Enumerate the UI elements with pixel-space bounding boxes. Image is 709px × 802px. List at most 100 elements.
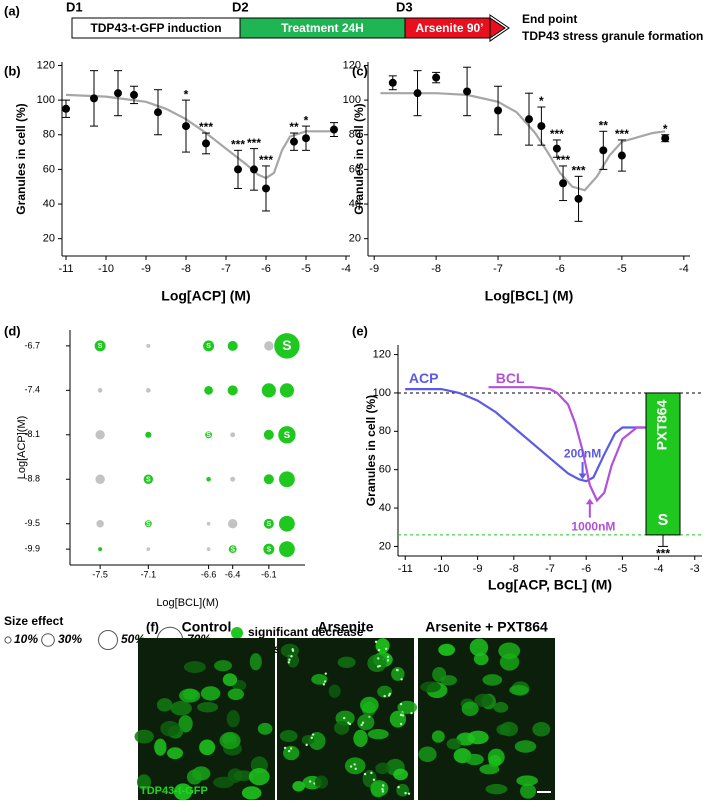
- nucleus: [167, 747, 184, 760]
- y-tick-label: -8.8: [24, 474, 40, 484]
- y-tick-label: 100: [343, 94, 361, 106]
- bubble: [96, 519, 104, 528]
- size-legend-marker: [98, 630, 118, 650]
- x-tick-label: -4: [341, 263, 351, 275]
- nucleus: [375, 762, 390, 775]
- x-tick-label: -8: [181, 263, 191, 275]
- data-point: [234, 165, 242, 174]
- x-tick-label: -5: [617, 263, 627, 275]
- size-legend-marker: [41, 633, 55, 647]
- bubble: [230, 476, 236, 482]
- y-tick-label: 40: [349, 198, 361, 210]
- granule: [386, 655, 390, 659]
- nucleus: [248, 768, 270, 786]
- timeline-arrow: [489, 14, 510, 42]
- granule: [404, 791, 407, 795]
- y-tick-label: 20: [349, 233, 361, 245]
- annotation: 1000nM: [571, 519, 615, 533]
- data-point: [463, 87, 472, 96]
- data-point: [617, 151, 626, 160]
- curve: [488, 386, 648, 503]
- granule: [287, 749, 291, 753]
- data-point: [202, 139, 210, 148]
- timeline-step: [404, 17, 506, 39]
- nucleus: [226, 710, 240, 728]
- bubble: [95, 430, 105, 440]
- y-tick-label: 80: [379, 425, 391, 437]
- bubble: [95, 474, 105, 484]
- granule: [288, 658, 291, 661]
- bubble: [263, 518, 274, 529]
- bubble: [146, 388, 151, 393]
- y-tick-label: 120: [343, 59, 361, 71]
- nucleus: [186, 769, 203, 785]
- bar-label: S: [658, 512, 669, 529]
- nucleus: [214, 660, 233, 672]
- granule: [377, 648, 381, 652]
- x-tick-label: -6.6: [201, 569, 217, 579]
- significance: ***: [572, 163, 586, 177]
- bubble-label: S: [282, 337, 291, 353]
- bubble: [228, 545, 237, 554]
- y-tick-label: -7.4: [24, 385, 40, 395]
- data-point: [114, 89, 122, 98]
- bubble: [94, 340, 106, 352]
- x-tick-label: -7.1: [141, 569, 157, 579]
- data-point: [413, 89, 422, 98]
- data-point: [559, 179, 568, 188]
- bubble: [97, 388, 103, 393]
- day-label: D1: [66, 0, 83, 14]
- nucleus: [482, 674, 503, 686]
- nucleus: [446, 738, 462, 750]
- bubble-label: S: [267, 546, 272, 553]
- granule: [386, 659, 390, 662]
- y-tick-label: 100: [373, 387, 391, 399]
- nucleus: [479, 764, 500, 775]
- nucleus: [360, 696, 379, 714]
- nucleus: [353, 729, 368, 748]
- nucleus: [200, 686, 221, 701]
- bubble: [264, 341, 274, 351]
- bubble: [227, 519, 238, 529]
- panel-label: (c): [352, 63, 368, 78]
- granule: [322, 683, 326, 686]
- bubble: [206, 547, 211, 551]
- bubble-label: S: [146, 521, 151, 528]
- nucleus: [357, 714, 375, 731]
- nucleus: [367, 654, 387, 673]
- nucleus: [498, 642, 521, 660]
- granule: [381, 787, 384, 791]
- granule: [353, 763, 356, 766]
- nucleus: [499, 721, 519, 737]
- granule: [407, 792, 411, 795]
- data-point: [154, 108, 162, 117]
- granule: [399, 722, 403, 726]
- x-tick-label: -9: [473, 563, 483, 575]
- y-tick-label: -8.1: [24, 429, 40, 439]
- nucleus: [440, 675, 457, 686]
- nucleus: [532, 721, 551, 737]
- annotation-arrowhead: [578, 473, 587, 480]
- granule: [311, 733, 315, 736]
- y-tick-label: 120: [373, 348, 391, 360]
- y-tick-label: -6.7: [24, 340, 40, 350]
- timeline-step-label: TDP43-t-GFP induction: [90, 21, 221, 35]
- timeline-step-label: Treatment 24H: [281, 21, 364, 35]
- granule: [381, 784, 385, 787]
- x-tick-label: -4: [679, 263, 689, 275]
- nucleus: [178, 715, 193, 733]
- bubble: [206, 476, 211, 482]
- granule: [324, 672, 327, 675]
- granule: [289, 747, 293, 750]
- granule: [290, 655, 293, 658]
- granule: [399, 713, 403, 717]
- granule: [377, 657, 380, 660]
- nucleus: [438, 643, 456, 656]
- bubble-label: S: [267, 521, 272, 528]
- bubble: [279, 515, 295, 532]
- x-axis-label: Log[BCL] (M): [485, 288, 574, 304]
- image-title: Arsenite + PXT864: [425, 619, 548, 635]
- bubble: [263, 474, 274, 485]
- significance: ***: [259, 153, 273, 167]
- x-tick-label: -6: [555, 263, 565, 275]
